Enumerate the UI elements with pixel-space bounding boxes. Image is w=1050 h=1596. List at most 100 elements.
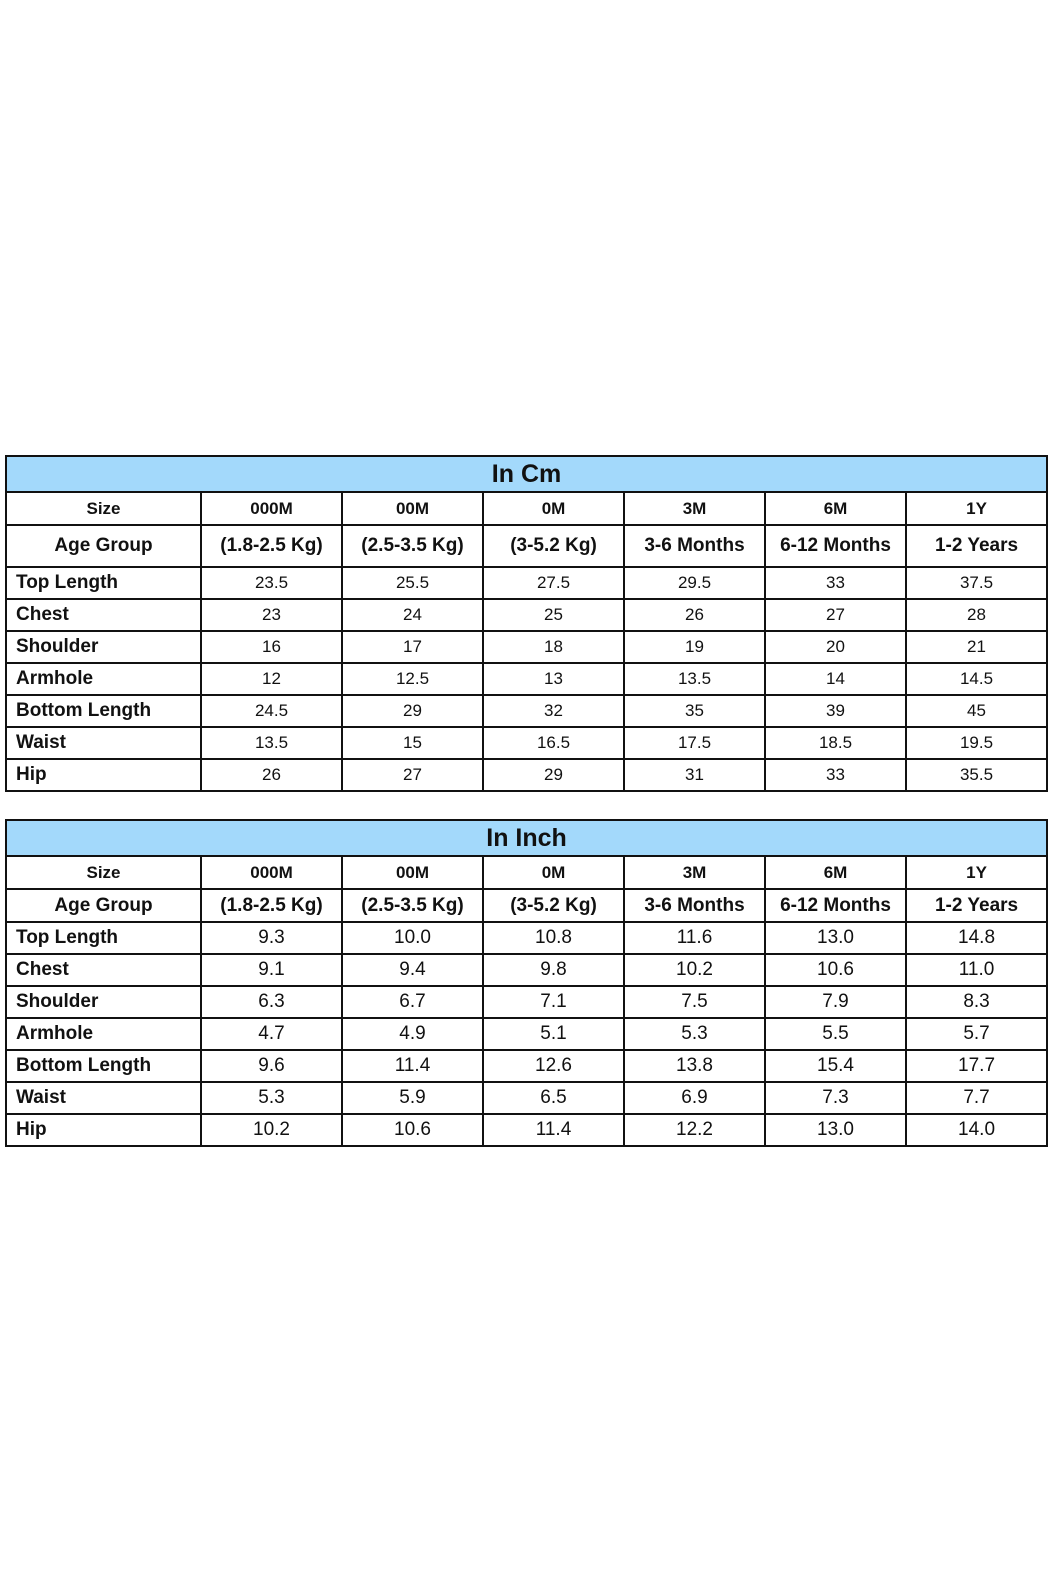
measurement-value: 18.5 — [764, 726, 907, 760]
table-row: Waist 5.3 5.9 6.5 6.9 7.3 7.7 — [5, 1081, 1049, 1115]
measurement-value: 26 — [200, 758, 343, 792]
measurement-value: 6.7 — [341, 985, 484, 1019]
measurement-value: 25.5 — [341, 566, 484, 600]
measurement-value: 14.8 — [904, 921, 1049, 955]
measurement-value: 19 — [623, 630, 766, 664]
measurement-value: 15 — [341, 726, 484, 760]
size-chart-cm-table: In Cm Size 000M 00M 0M 3M 6M 1Y Age Group (1.8-2.… — [4, 455, 1049, 792]
measurement-value: 10.8 — [482, 921, 625, 955]
measurement-value: 17 — [341, 630, 484, 664]
table-title-row: In Cm — [4, 455, 1049, 493]
measurement-value: 21 — [904, 630, 1049, 664]
measurement-value: 5.5 — [764, 1017, 907, 1051]
age-group-cell: (1.8-2.5 Kg) — [200, 888, 343, 923]
measurement-value: 17.7 — [904, 1049, 1049, 1083]
table-row: Bottom Length 24.5 29 32 35 39 45 — [5, 694, 1049, 728]
measurement-value: 10.0 — [341, 921, 484, 955]
size-header-cell: 000M — [200, 491, 343, 526]
measurement-value: 13.0 — [764, 921, 907, 955]
measurement-value: 20 — [764, 630, 907, 664]
measurement-value: 33 — [764, 758, 907, 792]
table-row: Waist 13.5 15 16.5 17.5 18.5 19.5 — [5, 726, 1049, 760]
measurement-value: 24 — [341, 598, 484, 632]
measurement-value: 5.3 — [200, 1081, 343, 1115]
measurement-value: 11.0 — [904, 953, 1049, 987]
measurement-value: 8.3 — [904, 985, 1049, 1019]
measurement-value: 35.5 — [904, 758, 1049, 792]
size-header-cell: 000M — [200, 855, 343, 890]
measurement-value: 7.9 — [764, 985, 907, 1019]
table-row: Top Length 9.3 10.0 10.8 11.6 13.0 14.8 — [5, 921, 1049, 955]
measurement-value: 10.2 — [623, 953, 766, 987]
measurement-label: Armhole — [5, 662, 202, 696]
age-group-cell: 1-2 Years — [904, 524, 1049, 568]
measurement-label: Top Length — [5, 921, 202, 955]
measurement-value: 35 — [623, 694, 766, 728]
age-group-cell: (1.8-2.5 Kg) — [200, 524, 343, 568]
measurement-value: 24.5 — [200, 694, 343, 728]
measurement-value: 16 — [200, 630, 343, 664]
measurement-value: 27 — [764, 598, 907, 632]
measurement-label: Shoulder — [5, 985, 202, 1019]
size-header-cell: 3M — [623, 855, 766, 890]
age-group-cell: (3-5.2 Kg) — [482, 888, 625, 923]
size-header-cell: 6M — [764, 491, 907, 526]
measurement-value: 39 — [764, 694, 907, 728]
measurement-value: 27.5 — [482, 566, 625, 600]
measurement-value: 26 — [623, 598, 766, 632]
age-group-label: Age Group — [5, 524, 202, 568]
table-row: Hip 26 27 29 31 33 35.5 — [5, 758, 1049, 792]
table-title-row: In Inch — [4, 819, 1049, 857]
age-group-cell: 3-6 Months — [623, 524, 766, 568]
size-label: Size — [5, 491, 202, 526]
measurement-value: 29 — [341, 694, 484, 728]
measurement-value: 12.6 — [482, 1049, 625, 1083]
age-group-cell: (3-5.2 Kg) — [482, 524, 625, 568]
table-row: Bottom Length 9.6 11.4 12.6 13.8 15.4 17.7 — [5, 1049, 1049, 1083]
measurement-value: 9.4 — [341, 953, 484, 987]
size-header-cell: 1Y — [904, 855, 1049, 890]
table-row: Armhole 4.7 4.9 5.1 5.3 5.5 5.7 — [5, 1017, 1049, 1051]
measurement-value: 5.3 — [623, 1017, 766, 1051]
measurement-value: 13.5 — [623, 662, 766, 696]
measurement-value: 18 — [482, 630, 625, 664]
measurement-label: Waist — [5, 1081, 202, 1115]
measurement-label: Chest — [5, 953, 202, 987]
size-row: Size 000M 00M 0M 3M 6M 1Y — [5, 855, 1049, 890]
measurement-value: 10.6 — [341, 1113, 484, 1147]
age-group-cell: 6-12 Months — [764, 524, 907, 568]
measurement-value: 4.9 — [341, 1017, 484, 1051]
size-header-cell: 6M — [764, 855, 907, 890]
measurement-value: 5.9 — [341, 1081, 484, 1115]
age-group-cell: 1-2 Years — [904, 888, 1049, 923]
size-header-cell: 0M — [482, 491, 625, 526]
table-row: Shoulder 6.3 6.7 7.1 7.5 7.9 8.3 — [5, 985, 1049, 1019]
age-group-cell: 3-6 Months — [623, 888, 766, 923]
measurement-value: 7.1 — [482, 985, 625, 1019]
measurement-value: 13 — [482, 662, 625, 696]
measurement-value: 45 — [904, 694, 1049, 728]
measurement-value: 6.9 — [623, 1081, 766, 1115]
measurement-value: 5.7 — [904, 1017, 1049, 1051]
measurement-value: 5.1 — [482, 1017, 625, 1051]
measurement-value: 6.3 — [200, 985, 343, 1019]
table-title: In Inch — [4, 819, 1049, 857]
measurement-value: 25 — [482, 598, 625, 632]
measurement-value: 27 — [341, 758, 484, 792]
measurement-value: 15.4 — [764, 1049, 907, 1083]
measurement-value: 7.3 — [764, 1081, 907, 1115]
measurement-value: 32 — [482, 694, 625, 728]
measurement-value: 17.5 — [623, 726, 766, 760]
measurement-value: 19.5 — [904, 726, 1049, 760]
size-chart-inch-table: In Inch Size 000M 00M 0M 3M 6M 1Y Age Group (1.8-… — [4, 819, 1049, 1147]
measurement-value: 9.1 — [200, 953, 343, 987]
measurement-value: 12.5 — [341, 662, 484, 696]
measurement-value: 14.5 — [904, 662, 1049, 696]
measurement-value: 13.0 — [764, 1113, 907, 1147]
age-group-cell: (2.5-3.5 Kg) — [341, 524, 484, 568]
measurement-label: Shoulder — [5, 630, 202, 664]
measurement-value: 11.6 — [623, 921, 766, 955]
measurement-value: 13.5 — [200, 726, 343, 760]
measurement-value: 37.5 — [904, 566, 1049, 600]
measurement-value: 29 — [482, 758, 625, 792]
